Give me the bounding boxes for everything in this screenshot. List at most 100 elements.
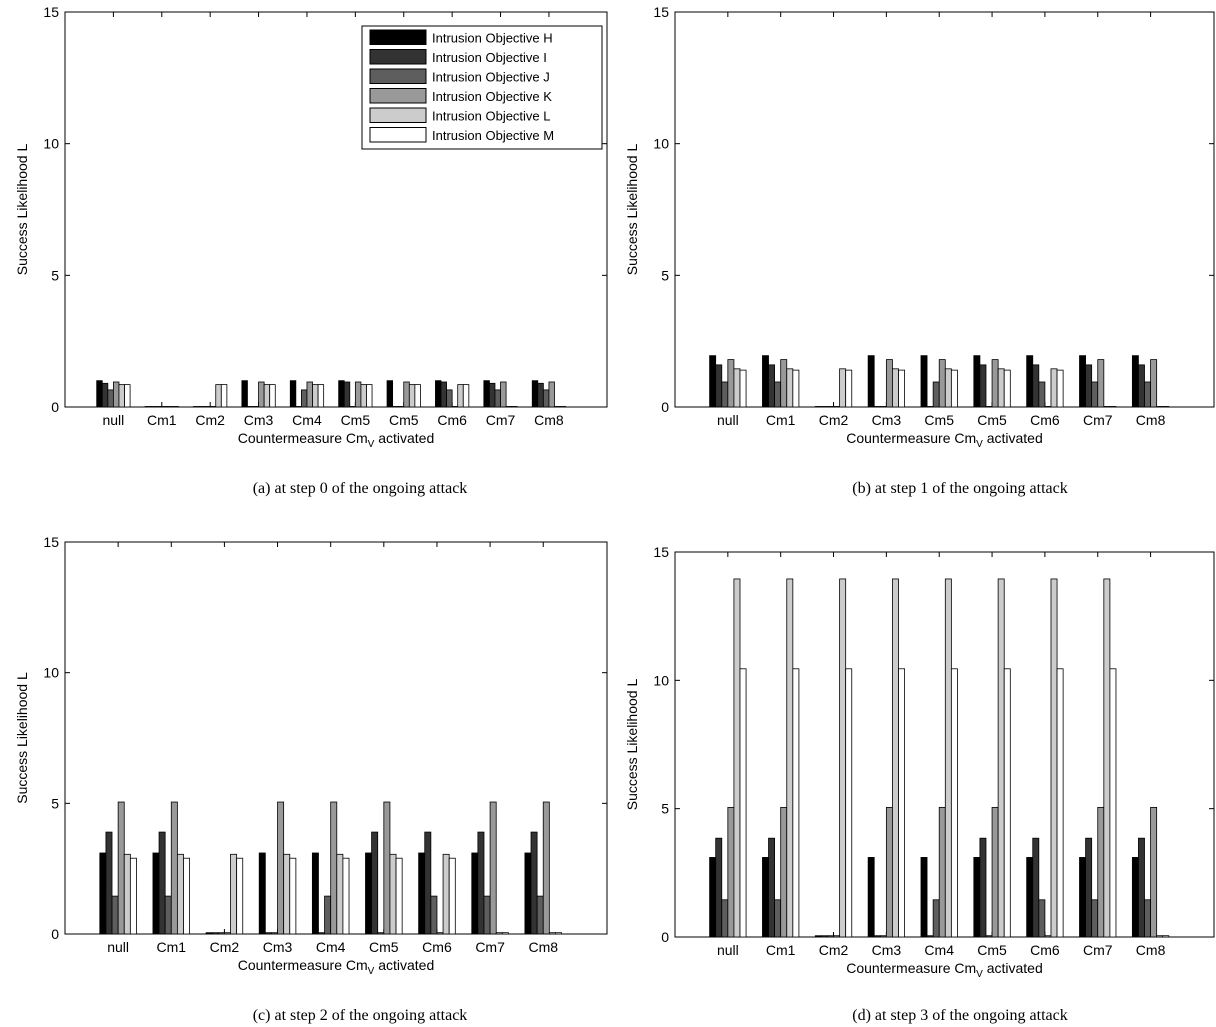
legend-swatch [369, 107, 427, 123]
bar [739, 668, 747, 938]
bar [1079, 355, 1086, 408]
plot-frame [674, 11, 1215, 408]
y-tick-label: 5 [661, 267, 669, 283]
bar [101, 382, 109, 408]
bar [979, 837, 987, 938]
bar [389, 853, 397, 935]
bar [1091, 899, 1099, 938]
bar [985, 935, 993, 938]
bar [867, 355, 875, 408]
bar [440, 381, 447, 408]
x-tick-label: Cm5 [977, 412, 1007, 428]
bar [494, 389, 501, 408]
bar [885, 359, 893, 408]
bar [349, 406, 356, 408]
bar [938, 806, 946, 938]
x-tick-label: Cm1 [147, 412, 177, 428]
x-axis-label: Countermeasure CmV activated [238, 957, 435, 977]
bar [762, 355, 769, 408]
x-tick-label: Cm7 [1083, 412, 1113, 428]
bar [892, 368, 899, 408]
x-tick-label: Cm8 [1136, 942, 1166, 958]
bar [715, 837, 723, 938]
bar [814, 935, 822, 938]
bar [198, 406, 206, 408]
bar [1085, 837, 1093, 938]
y-tick-label: 10 [653, 136, 669, 152]
bar [1109, 406, 1117, 408]
bar [430, 895, 438, 935]
x-axis-label: Countermeasure CmV activated [846, 960, 1043, 980]
bar [1038, 381, 1046, 408]
bar [1091, 381, 1099, 408]
bar [205, 932, 213, 935]
y-tick-label: 15 [43, 534, 59, 550]
bar-chart-a: 0 5 10 15 Success Likelihood L null Cm1 Cm2 Cm3 C… [14, 4, 608, 450]
y-tick-label: 10 [43, 136, 59, 152]
bar [123, 853, 131, 935]
bar [193, 406, 200, 408]
bar [144, 406, 152, 408]
bar [774, 899, 782, 938]
x-axis-label: Countermeasure CmV activated [846, 430, 1043, 450]
bar [926, 935, 934, 938]
chart-panel-a: 0 5 10 15 Success Likelihood L null Cm1 Cm2 Cm3 C… [0, 0, 610, 465]
bar [224, 932, 231, 935]
bar [727, 359, 735, 408]
bar [312, 384, 319, 408]
bar [435, 380, 442, 408]
bar [833, 935, 841, 938]
legend-entry: Intrusion Objective I [432, 50, 547, 65]
x-tick-label: Cm2 [210, 939, 240, 955]
bar [477, 831, 485, 935]
x-tick-label: Cm7 [486, 412, 516, 428]
bar [1026, 857, 1034, 938]
bar [845, 668, 853, 938]
bar-chart-b: 0 5 10 15 Success Likelihood L null Cm1 Cm2 Cm3 C… [624, 4, 1215, 450]
x-tick-label: Cm3 [872, 412, 902, 428]
bar [471, 852, 479, 935]
bar [768, 837, 776, 938]
bar [289, 380, 297, 408]
bar [170, 801, 178, 935]
bar [442, 853, 450, 935]
bar [833, 406, 841, 408]
bar [1150, 359, 1158, 408]
bar-chart-d: 0 5 10 15 Success Likelihood L null Cm1 Cm2 Cm3 C… [624, 544, 1215, 980]
bar [1162, 406, 1170, 408]
bar [1056, 668, 1064, 938]
x-tick-label: Cm5 [977, 942, 1007, 958]
bar [920, 857, 928, 938]
x-tick-label: Cm1 [766, 412, 796, 428]
bar [505, 406, 513, 408]
x-tick-label: Cm4 [924, 942, 954, 958]
bar [932, 899, 940, 938]
x-tick-label: Cm5 [341, 412, 371, 428]
bar [950, 369, 958, 408]
bar [780, 359, 788, 408]
bar [873, 406, 881, 408]
bar [709, 857, 717, 938]
bar [211, 932, 219, 935]
bar [1079, 857, 1086, 938]
bar [99, 852, 107, 935]
bar [489, 382, 496, 408]
bar [383, 801, 391, 935]
bar [973, 355, 981, 408]
legend-swatch [369, 49, 427, 65]
bar [1103, 406, 1111, 408]
y-tick-label: 15 [653, 4, 669, 20]
bar [938, 359, 946, 408]
bar [418, 852, 426, 935]
bar [483, 895, 491, 935]
x-tick-label: Cm7 [475, 939, 505, 955]
bar [1050, 368, 1058, 408]
bar [209, 406, 217, 408]
bar [721, 381, 729, 408]
bar [336, 853, 344, 935]
bar [973, 857, 981, 938]
bar [774, 381, 782, 408]
bar [424, 831, 432, 935]
bar [709, 355, 717, 408]
bar [979, 364, 987, 408]
